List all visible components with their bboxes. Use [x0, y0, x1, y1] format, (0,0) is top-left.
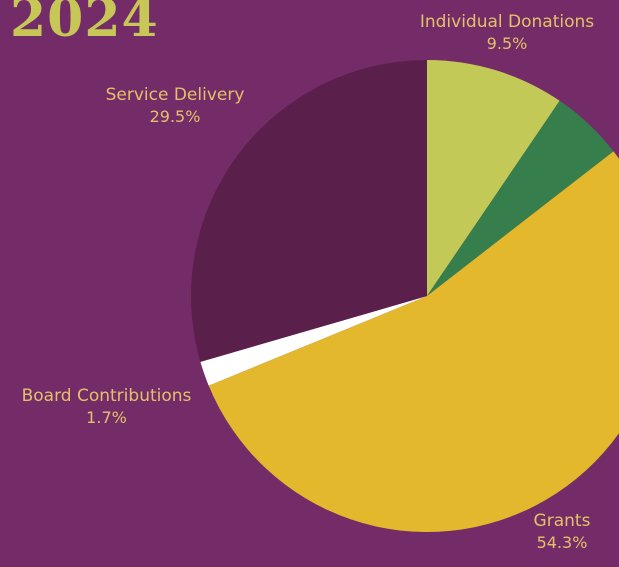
pie-slice-service-delivery	[191, 60, 427, 362]
label-grants-value: 54.3%	[536, 533, 588, 552]
page-title: 2024	[10, 0, 159, 49]
pie-slice-grants	[208, 151, 619, 532]
label-individual-donations: Individual Donations 9.5%	[402, 12, 612, 54]
label-board-contributions-value: 1.7%	[86, 408, 127, 427]
label-grants: Grants 54.3%	[517, 511, 607, 553]
label-service-delivery: Service Delivery 29.5%	[85, 85, 265, 127]
label-service-delivery-value: 29.5%	[149, 107, 201, 126]
label-individual-donations-value: 9.5%	[486, 34, 528, 53]
pie-slice-individual-donations	[427, 60, 560, 296]
pie-slice-unlabeled	[427, 100, 614, 296]
label-board-contributions: Board Contributions 1.7%	[4, 386, 209, 428]
label-individual-donations-name: Individual Donations	[419, 12, 595, 32]
label-grants-name: Grants	[533, 511, 591, 531]
label-board-contributions-name: Board Contributions	[21, 386, 192, 406]
label-service-delivery-name: Service Delivery	[105, 85, 245, 105]
pie-slice-board-contributions	[200, 296, 427, 386]
